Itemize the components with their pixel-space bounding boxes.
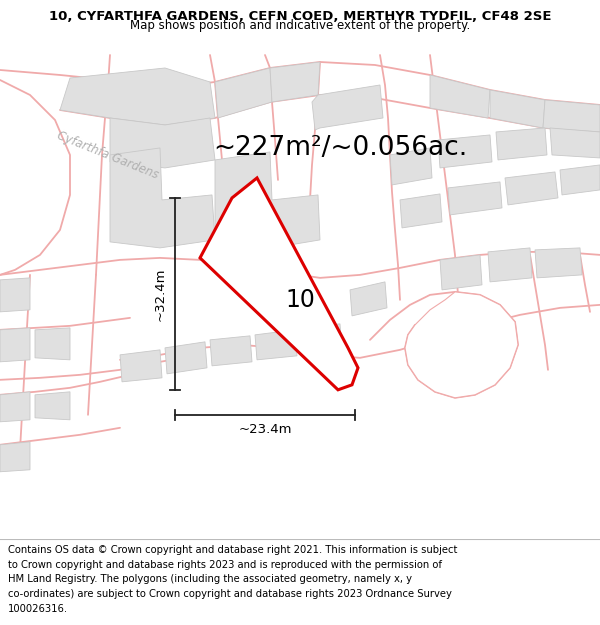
Polygon shape [440,255,482,290]
Text: 10, CYFARTHFA GARDENS, CEFN COED, MERTHYR TYDFIL, CF48 2SE: 10, CYFARTHFA GARDENS, CEFN COED, MERTHY… [49,10,551,23]
Polygon shape [448,182,502,215]
Polygon shape [312,85,383,130]
Polygon shape [35,328,70,360]
Polygon shape [350,282,387,316]
Polygon shape [255,330,297,360]
Polygon shape [560,165,600,195]
Polygon shape [215,152,320,248]
Polygon shape [215,68,272,118]
Polygon shape [430,75,490,118]
Polygon shape [390,148,432,185]
Text: ~227m²/~0.056ac.: ~227m²/~0.056ac. [213,135,467,161]
Text: co-ordinates) are subject to Crown copyright and database rights 2023 Ordnance S: co-ordinates) are subject to Crown copyr… [8,589,452,599]
Polygon shape [400,194,442,228]
Text: Map shows position and indicative extent of the property.: Map shows position and indicative extent… [130,19,470,32]
Polygon shape [110,118,215,168]
Polygon shape [550,128,600,158]
Polygon shape [490,90,545,128]
Polygon shape [270,62,320,102]
Text: Cyfarthfa Gardens: Cyfarthfa Gardens [55,129,160,181]
Polygon shape [200,178,358,390]
Text: Contains OS data © Crown copyright and database right 2021. This information is : Contains OS data © Crown copyright and d… [8,545,457,555]
Text: HM Land Registry. The polygons (including the associated geometry, namely x, y: HM Land Registry. The polygons (includin… [8,574,412,584]
Polygon shape [110,148,215,248]
Polygon shape [35,392,70,420]
Text: ~23.4m: ~23.4m [238,423,292,436]
Text: 10: 10 [285,288,315,312]
Polygon shape [0,328,30,362]
Polygon shape [496,128,547,160]
Text: ~32.4m: ~32.4m [154,267,167,321]
Polygon shape [0,442,30,472]
Polygon shape [120,350,162,382]
Polygon shape [0,392,30,422]
Text: 100026316.: 100026316. [8,604,68,614]
Polygon shape [60,68,215,125]
Polygon shape [535,248,582,278]
Polygon shape [165,342,207,374]
Polygon shape [438,135,492,168]
Polygon shape [505,172,558,205]
Polygon shape [0,278,30,312]
Polygon shape [543,100,600,132]
Text: to Crown copyright and database rights 2023 and is reproduced with the permissio: to Crown copyright and database rights 2… [8,559,442,569]
Polygon shape [405,292,518,398]
Polygon shape [210,336,252,366]
Polygon shape [488,248,532,282]
Polygon shape [300,324,342,354]
